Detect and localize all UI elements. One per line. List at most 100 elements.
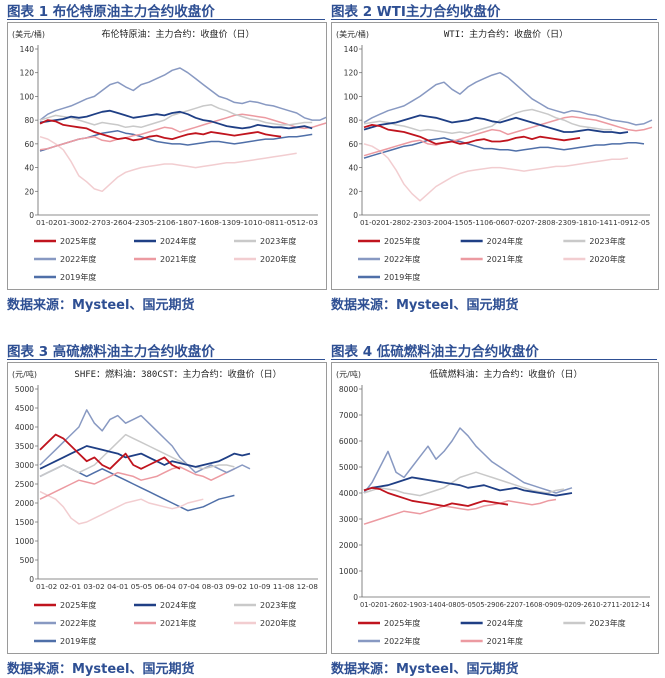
y-tick-label: 0 <box>353 211 358 220</box>
y-tick-label: 3000 <box>339 515 358 524</box>
series-line <box>363 71 653 126</box>
line-chart: (美元/桶) WTI：主力合约：收盘价（日） 0 20 40 60 80 100 120 140 0… <box>336 28 653 282</box>
series-line <box>363 427 573 494</box>
series-line <box>363 471 565 497</box>
y-tick-label: 100 <box>344 92 359 101</box>
legend-label: 2022年度 <box>384 636 420 646</box>
series-line <box>363 486 509 507</box>
series-line <box>39 445 251 470</box>
legend-label: 2023年度 <box>260 600 296 610</box>
series-line <box>39 433 235 478</box>
y-axis-unit: (美元/桶) <box>336 29 369 39</box>
source-note: 数据来源：Mysteel、国元期货 <box>331 298 519 313</box>
y-tick-label: 140 <box>20 45 35 54</box>
source-note: 数据来源：Mysteel、国元期货 <box>7 662 195 677</box>
x-tick-labels: 01-02 02-01 03-02 04-01 05-05 06-04 07-0… <box>36 582 318 591</box>
figure-1: 图表 1 布伦特原油主力合约收盘价 (美元/桶) 布伦特原油：主力合约：收盘价（日… <box>7 0 327 318</box>
y-tick-label: 7000 <box>339 411 358 420</box>
chart-frame: (美元/桶) 布伦特原油：主力合约：收盘价（日） 0 20 40 60 80 100 120 14… <box>7 22 327 290</box>
caption-divider <box>331 359 657 360</box>
y-tick-label: 80 <box>348 116 358 125</box>
y-tick-label: 40 <box>348 164 358 173</box>
series-line <box>39 135 297 193</box>
legend-label: 2020年度 <box>260 254 296 264</box>
y-tick-label: 60 <box>348 140 358 149</box>
series-line <box>363 476 573 497</box>
y-tick-label: 1500 <box>15 518 34 527</box>
line-chart: (元/吨) SHFE：燃料油：380CST：主力合约：收盘价（日） 0 500 1000… <box>12 368 318 646</box>
series-line <box>39 130 313 152</box>
figure-2: 图表 2 WTI主力合约收盘价 (美元/桶) WTI：主力合约：收盘价（日） 0 20… <box>331 0 659 318</box>
source-note: 数据来源：Mysteel、国元期货 <box>7 298 195 313</box>
figure-caption: 图表 2 WTI主力合约收盘价 <box>331 4 501 20</box>
series-line <box>39 466 235 500</box>
y-tick-label: 8000 <box>339 385 358 394</box>
series-line <box>363 498 557 525</box>
figure-3: 图表 3 高硫燃料油主力合约收盘价 (元/吨) SHFE：燃料油：380CST：主… <box>7 340 327 678</box>
legend-label: 2021年度 <box>487 254 523 264</box>
series-line <box>39 490 204 525</box>
legend-label: 2021年度 <box>160 618 196 628</box>
caption-divider <box>7 359 325 360</box>
series-line <box>363 137 645 159</box>
x-tick-labels: 01-0201-3002-2703-2604-2305-2106-1807-16… <box>36 218 318 227</box>
y-tick-label: 60 <box>24 140 34 149</box>
legend-label: 2024年度 <box>487 236 523 246</box>
caption-divider <box>7 19 325 20</box>
series-line <box>39 67 326 121</box>
line-chart: (元/吨) 低硫燃料油：主力合约：收盘价（日） 0 1000 2000 3000 4000 5… <box>336 368 650 646</box>
legend-label: 2021年度 <box>487 636 523 646</box>
chart-title: 布伦特原油：主力合约：收盘价（日） <box>101 28 254 40</box>
y-tick-label: 4000 <box>15 423 34 432</box>
series-line <box>363 114 629 135</box>
chart-title: SHFE：燃料油：380CST：主力合约：收盘价（日） <box>74 368 281 380</box>
legend-label: 2022年度 <box>60 254 96 264</box>
y-tick-label: 0 <box>353 593 358 602</box>
legend-label: 2022年度 <box>384 254 420 264</box>
y-tick-label: 3000 <box>15 461 34 470</box>
y-axis-unit: (元/吨) <box>12 369 37 379</box>
y-axis-unit: (元/吨) <box>336 369 361 379</box>
y-tick-label: 3500 <box>15 442 34 451</box>
y-tick-label: 2000 <box>15 499 34 508</box>
y-tick-label: 6000 <box>339 437 358 446</box>
y-tick-label: 2000 <box>339 541 358 550</box>
series-line <box>39 103 313 129</box>
legend-label: 2019年度 <box>384 272 420 282</box>
legend-label: 2023年度 <box>589 236 625 246</box>
series-line <box>363 143 629 202</box>
chart-frame: (元/吨) 低硫燃料油：主力合约：收盘价（日） 0 1000 2000 3000 4000 5… <box>331 362 659 654</box>
y-tick-label: 1000 <box>15 537 34 546</box>
y-tick-label: 120 <box>344 69 359 78</box>
series-line <box>39 464 235 512</box>
caption-divider <box>331 19 657 20</box>
series-line <box>39 409 251 474</box>
figure-caption: 图表 3 高硫燃料油主力合约收盘价 <box>7 344 215 360</box>
y-tick-label: 5000 <box>339 463 358 472</box>
y-tick-label: 1000 <box>339 567 358 576</box>
series-line <box>39 109 313 130</box>
y-tick-label: 0 <box>29 575 34 584</box>
x-tick-labels: 01-0201-2602-1903-1404-0805-0505-2906-22… <box>360 600 650 609</box>
figure-caption: 图表 1 布伦特原油主力合约收盘价 <box>7 4 215 20</box>
series-line <box>363 108 612 134</box>
y-axis-unit: (美元/桶) <box>12 29 45 39</box>
series-line <box>363 124 581 145</box>
series-line <box>39 433 181 470</box>
legend-label: 2024年度 <box>487 618 523 628</box>
source-note: 数据来源：Mysteel、国元期货 <box>331 662 519 677</box>
series-line <box>39 113 326 151</box>
legend-label: 2024年度 <box>160 600 196 610</box>
legend-label: 2023年度 <box>260 236 296 246</box>
y-tick-label: 5000 <box>15 385 34 394</box>
legend-label: 2025年度 <box>384 618 420 628</box>
legend-label: 2025年度 <box>60 236 96 246</box>
legend-label: 2025年度 <box>384 236 420 246</box>
y-tick-label: 100 <box>20 92 35 101</box>
legend-label: 2021年度 <box>160 254 196 264</box>
legend-label: 2024年度 <box>160 236 196 246</box>
y-tick-label: 4500 <box>15 404 34 413</box>
line-chart: (美元/桶) 布伦特原油：主力合约：收盘价（日） 0 20 40 60 80 100 120 14… <box>12 28 326 282</box>
y-tick-label: 20 <box>24 187 34 196</box>
y-tick-label: 0 <box>29 211 34 220</box>
